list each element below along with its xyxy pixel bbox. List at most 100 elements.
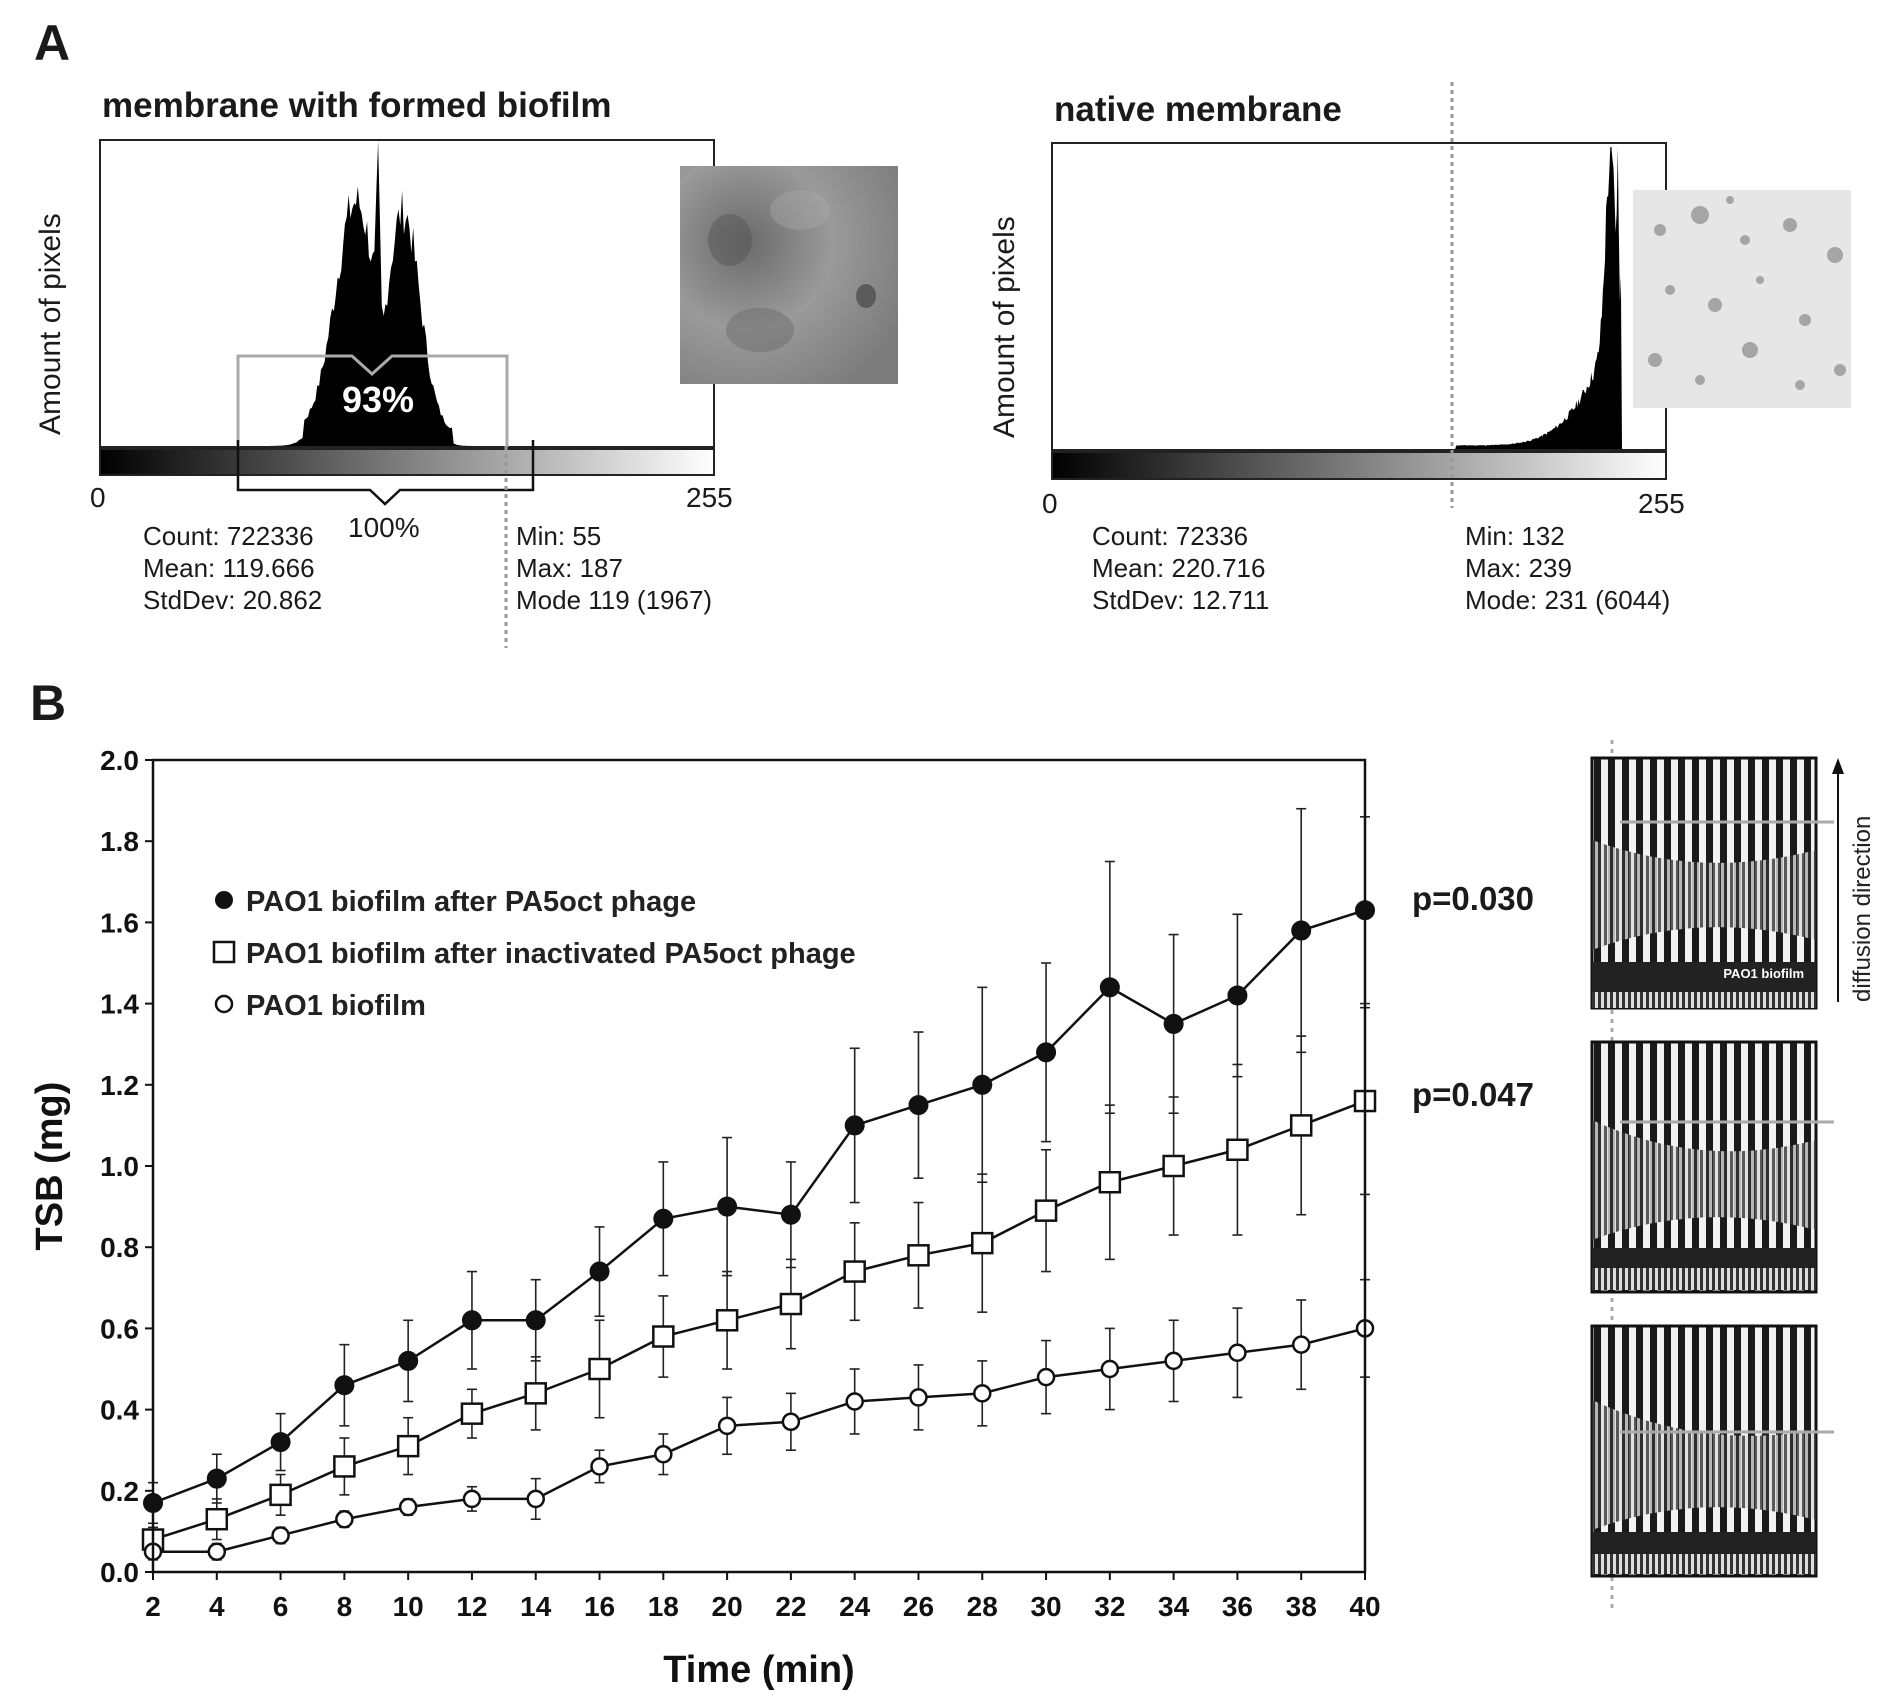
data-point-control bbox=[1100, 1359, 1120, 1379]
hist-left-gradient bbox=[99, 448, 715, 476]
x-tick-label: 40 bbox=[1349, 1591, 1380, 1622]
data-point-inactivated bbox=[1098, 1170, 1122, 1194]
y-tick-label: 1.4 bbox=[100, 989, 139, 1020]
hist-right-thumbnail-spots bbox=[1648, 196, 1846, 390]
hist-right-frame bbox=[1051, 142, 1667, 451]
panel-a-graphics: 93% bbox=[99, 82, 1851, 648]
data-point-control bbox=[1164, 1351, 1183, 1371]
data-point-control bbox=[1228, 1343, 1247, 1363]
fringe-image-middle bbox=[1590, 1040, 1834, 1294]
hist-right-min: Min: 132 bbox=[1465, 521, 1565, 551]
legend-marker-inactivated bbox=[212, 940, 236, 964]
y-tick-label: 0.8 bbox=[100, 1232, 139, 1263]
hist-right-bars bbox=[1452, 147, 1622, 449]
fringe-image-label: PAO1 biofilm bbox=[1723, 966, 1804, 981]
hist-left-stddev: StdDev: 20.862 bbox=[143, 585, 323, 615]
data-point-control bbox=[590, 1457, 609, 1476]
legend-marker-control bbox=[214, 994, 234, 1014]
y-tick-label: 1.0 bbox=[100, 1151, 139, 1182]
hist-left-bracket-93 bbox=[236, 354, 509, 447]
data-point-phage bbox=[844, 1115, 865, 1136]
hist-right-mean: Mean: 220.716 bbox=[1092, 553, 1266, 583]
hist-left-count: Count: 722336 bbox=[143, 521, 314, 551]
y-tick-label: 1.6 bbox=[100, 907, 139, 938]
data-point-control bbox=[462, 1489, 482, 1509]
data-point-phage bbox=[780, 1204, 801, 1225]
hist-left-title: membrane with formed biofilm bbox=[102, 86, 612, 125]
data-point-phage bbox=[1099, 977, 1120, 998]
x-tick-label: 38 bbox=[1286, 1591, 1317, 1622]
x-tick-label: 20 bbox=[712, 1591, 743, 1622]
data-point-control bbox=[398, 1497, 418, 1517]
data-point-phage bbox=[653, 1208, 674, 1229]
hist-left-max: Max: 187 bbox=[516, 553, 623, 583]
p-value-phage: p=0.030 bbox=[1412, 880, 1535, 917]
hist-left-pct-93: 93% bbox=[342, 379, 414, 420]
hist-right-thumbnail bbox=[1633, 190, 1851, 408]
hist-right-gradient bbox=[1051, 451, 1667, 480]
data-point-control bbox=[1291, 1335, 1311, 1354]
fringe-image-top: PAO1 biofilm bbox=[1590, 756, 1834, 1010]
series-line-1 bbox=[152, 909, 1366, 1505]
data-point-inactivated bbox=[652, 1325, 675, 1348]
hist-right-stddev: StdDev: 12.711 bbox=[1092, 585, 1270, 615]
data-point-phage bbox=[1163, 1013, 1184, 1034]
hist-left-min: Min: 55 bbox=[516, 521, 602, 551]
data-point-inactivated bbox=[843, 1260, 866, 1283]
hist-left-xmin: 0 bbox=[90, 482, 106, 513]
data-point-phage bbox=[398, 1350, 419, 1371]
x-tick-label: 34 bbox=[1158, 1591, 1190, 1622]
hist-left-mean: Mean: 119.666 bbox=[143, 553, 315, 583]
p-value-inactivated: p=0.047 bbox=[1412, 1076, 1535, 1113]
tsb-line-chart: 0.00.20.40.60.81.01.21.41.61.82.02 4 6 8 10 1… bbox=[29, 745, 1381, 1691]
data-point-inactivated bbox=[1162, 1154, 1185, 1178]
x-tick-label: 28 bbox=[967, 1591, 998, 1622]
x-tick-label: 12 bbox=[456, 1591, 487, 1622]
data-point-control bbox=[526, 1489, 545, 1509]
hist-right-stats-left: Count: 72336 Mean: 220.716 StdDev: 12.71… bbox=[1092, 520, 1269, 616]
data-point-phage bbox=[972, 1074, 993, 1095]
data-point-phage bbox=[908, 1095, 929, 1116]
data-point-control bbox=[973, 1384, 992, 1403]
legend-marker-phage bbox=[215, 891, 233, 909]
y-tick-label: 1.8 bbox=[100, 826, 139, 857]
x-tick-label: 10 bbox=[393, 1591, 424, 1622]
hist-right-title: native membrane bbox=[1054, 90, 1342, 129]
data-point-inactivated bbox=[333, 1455, 356, 1478]
data-point-inactivated bbox=[1289, 1114, 1313, 1137]
panel-b-label: B bbox=[30, 675, 67, 731]
data-point-control bbox=[335, 1509, 354, 1529]
data-point-inactivated bbox=[1226, 1138, 1249, 1162]
data-point-inactivated bbox=[1034, 1199, 1058, 1222]
y-tick-label: 2.0 bbox=[100, 745, 139, 776]
data-point-control bbox=[909, 1388, 928, 1407]
hist-right-ylabel: Amount of pixels bbox=[988, 216, 1021, 438]
hist-right-count: Count: 72336 bbox=[1092, 521, 1249, 551]
data-point-control bbox=[717, 1416, 737, 1436]
y-tick-label: 0.4 bbox=[100, 1395, 139, 1426]
legend-label: PAO1 biofilm after PA5oct phage bbox=[246, 886, 696, 918]
x-tick-label: 32 bbox=[1094, 1591, 1125, 1622]
data-point-phage bbox=[334, 1375, 355, 1396]
data-point-phage bbox=[1036, 1042, 1057, 1063]
data-point-phage bbox=[525, 1310, 546, 1331]
data-point-phage bbox=[461, 1310, 482, 1331]
diffusion-arrow-head bbox=[1832, 758, 1844, 774]
hist-right-stats-right: Min: 132 Max: 239 Mode: 231 (6044) bbox=[1465, 520, 1670, 616]
hist-left-stats-left: Count: 722336 Mean: 119.666 StdDev: 20.8… bbox=[143, 520, 322, 616]
data-point-control bbox=[654, 1445, 673, 1464]
x-tick-label: 2 bbox=[145, 1591, 161, 1622]
data-point-phage bbox=[589, 1261, 610, 1282]
data-point-inactivated bbox=[715, 1309, 739, 1332]
panel-a-label: A bbox=[34, 15, 71, 71]
x-tick-label: 26 bbox=[903, 1591, 934, 1622]
data-point-control bbox=[1036, 1367, 1056, 1387]
hist-left-xmax: 255 bbox=[686, 482, 733, 513]
data-point-phage bbox=[717, 1196, 738, 1217]
data-point-inactivated bbox=[524, 1382, 547, 1405]
x-tick-label: 6 bbox=[273, 1591, 289, 1622]
x-tick-label: 8 bbox=[337, 1591, 353, 1622]
hist-left-pct-100: 100% bbox=[348, 512, 420, 543]
data-point-phage bbox=[206, 1468, 227, 1489]
diffusion-label: diffusion direction bbox=[1849, 816, 1876, 1002]
